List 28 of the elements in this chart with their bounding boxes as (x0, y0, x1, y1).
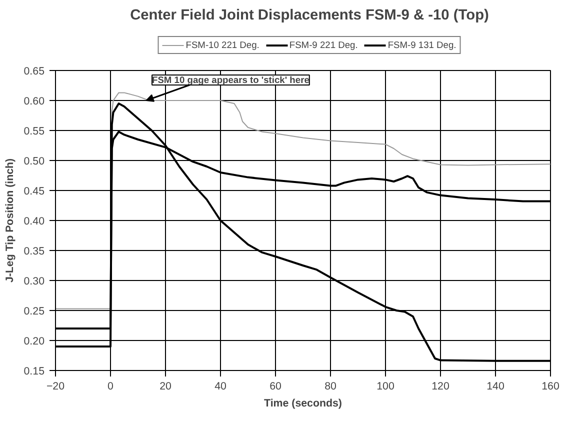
y-tick-label: 0.60 (24, 96, 45, 108)
y-tick-label: 0.25 (24, 306, 45, 318)
x-tick-label: 100 (376, 380, 394, 392)
y-tick-label: 0.55 (24, 126, 45, 138)
y-tick-label: 0.30 (24, 276, 45, 288)
y-tick-label: 0.50 (24, 156, 45, 168)
x-tick-label: 140 (486, 380, 504, 392)
x-tick-label: 60 (270, 380, 282, 392)
y-tick-label: 0.15 (24, 366, 45, 378)
y-tick-label: 0.20 (24, 336, 45, 348)
x-tick-label: 40 (214, 380, 226, 392)
x-tick-label: 120 (432, 380, 450, 392)
legend-label: FSM-9 131 Deg. (388, 40, 456, 50)
x-tick-label: 0 (108, 380, 114, 392)
y-tick-label: 0.65 (24, 66, 45, 78)
x-tick-label: 20 (160, 380, 172, 392)
y-tick-label: 0.40 (24, 216, 45, 228)
legend-label: FSM-10 221 Deg. (186, 40, 260, 50)
y-tick-label: 0.35 (24, 246, 45, 258)
chart-title: Center Field Joint Displacements FSM-9 & -10 (Top) (130, 8, 490, 24)
x-tick-label: 160 (542, 380, 560, 392)
y-axis-title: J-Leg Tip Position (inch) (4, 158, 16, 283)
x-tick-label: 80 (324, 380, 336, 392)
x-tick-label: −20 (46, 380, 65, 392)
y-tick-label: 0.45 (24, 186, 45, 198)
x-axis-title: Time (seconds) (264, 398, 342, 410)
legend-label: FSM-9 221 Deg. (289, 40, 358, 50)
annotation: FSM 10 gage appears to 'stick' here (152, 75, 310, 85)
